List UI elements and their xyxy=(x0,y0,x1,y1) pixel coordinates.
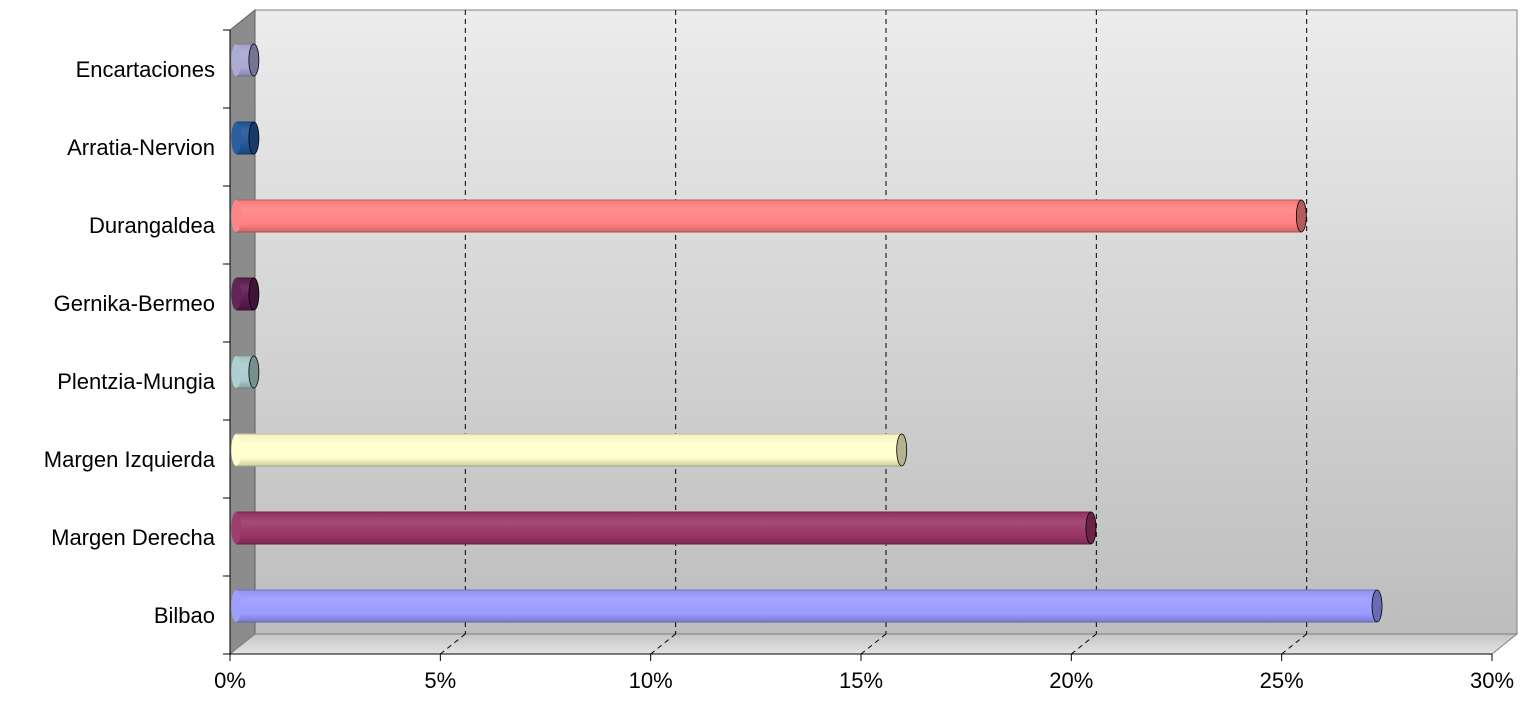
bar-body xyxy=(236,590,1378,622)
floor xyxy=(228,633,1519,655)
category-label: Arratia-Nervion xyxy=(67,135,215,160)
bar-durangaldea xyxy=(231,199,1307,233)
bar-end-cap xyxy=(1295,199,1307,233)
bar-body xyxy=(236,434,902,466)
category-label: Gernika-Bermeo xyxy=(54,291,215,316)
bar-body xyxy=(236,512,1091,544)
side-wall xyxy=(229,8,256,656)
bar-end-cap xyxy=(896,433,908,467)
bar-start-cap xyxy=(231,44,242,76)
category-label: Margen Izquierda xyxy=(44,447,216,472)
bar-encartaciones xyxy=(231,43,260,77)
bar-start-cap xyxy=(231,278,242,310)
bar-end-cap xyxy=(248,121,260,155)
category-label: Bilbao xyxy=(154,603,215,628)
bar-end-cap xyxy=(248,355,260,389)
x-tick-label: 30% xyxy=(1470,668,1514,693)
bar-start-cap xyxy=(231,356,242,388)
bar-plentzia-mungia xyxy=(231,355,260,389)
bar-gernika-bermeo xyxy=(231,277,260,311)
bar-body xyxy=(236,200,1302,232)
x-tick-label: 15% xyxy=(839,668,883,693)
bar-margen-derecha xyxy=(231,511,1097,545)
bar-end-cap xyxy=(1085,511,1097,545)
category-label: Plentzia-Mungia xyxy=(57,369,216,394)
bar-end-cap xyxy=(248,277,260,311)
bar-margen-izquierda xyxy=(231,433,908,467)
bar-start-cap xyxy=(231,512,242,544)
bar-end-cap xyxy=(248,43,260,77)
bar-arratia-nervion xyxy=(231,121,260,155)
bar-bilbao xyxy=(231,589,1383,623)
x-tick-label: 5% xyxy=(424,668,456,693)
x-tick-label: 20% xyxy=(1049,668,1093,693)
bar-start-cap xyxy=(231,434,242,466)
category-label: Durangaldea xyxy=(89,213,216,238)
category-label: Margen Derecha xyxy=(51,525,216,550)
bar-start-cap xyxy=(231,122,242,154)
bar-end-cap xyxy=(1371,589,1383,623)
bar-start-cap xyxy=(231,200,242,232)
x-tick-label: 25% xyxy=(1260,668,1304,693)
bar-start-cap xyxy=(231,590,242,622)
category-label: Encartaciones xyxy=(76,57,215,82)
x-tick-label: 10% xyxy=(629,668,673,693)
x-tick-label: 0% xyxy=(214,668,246,693)
